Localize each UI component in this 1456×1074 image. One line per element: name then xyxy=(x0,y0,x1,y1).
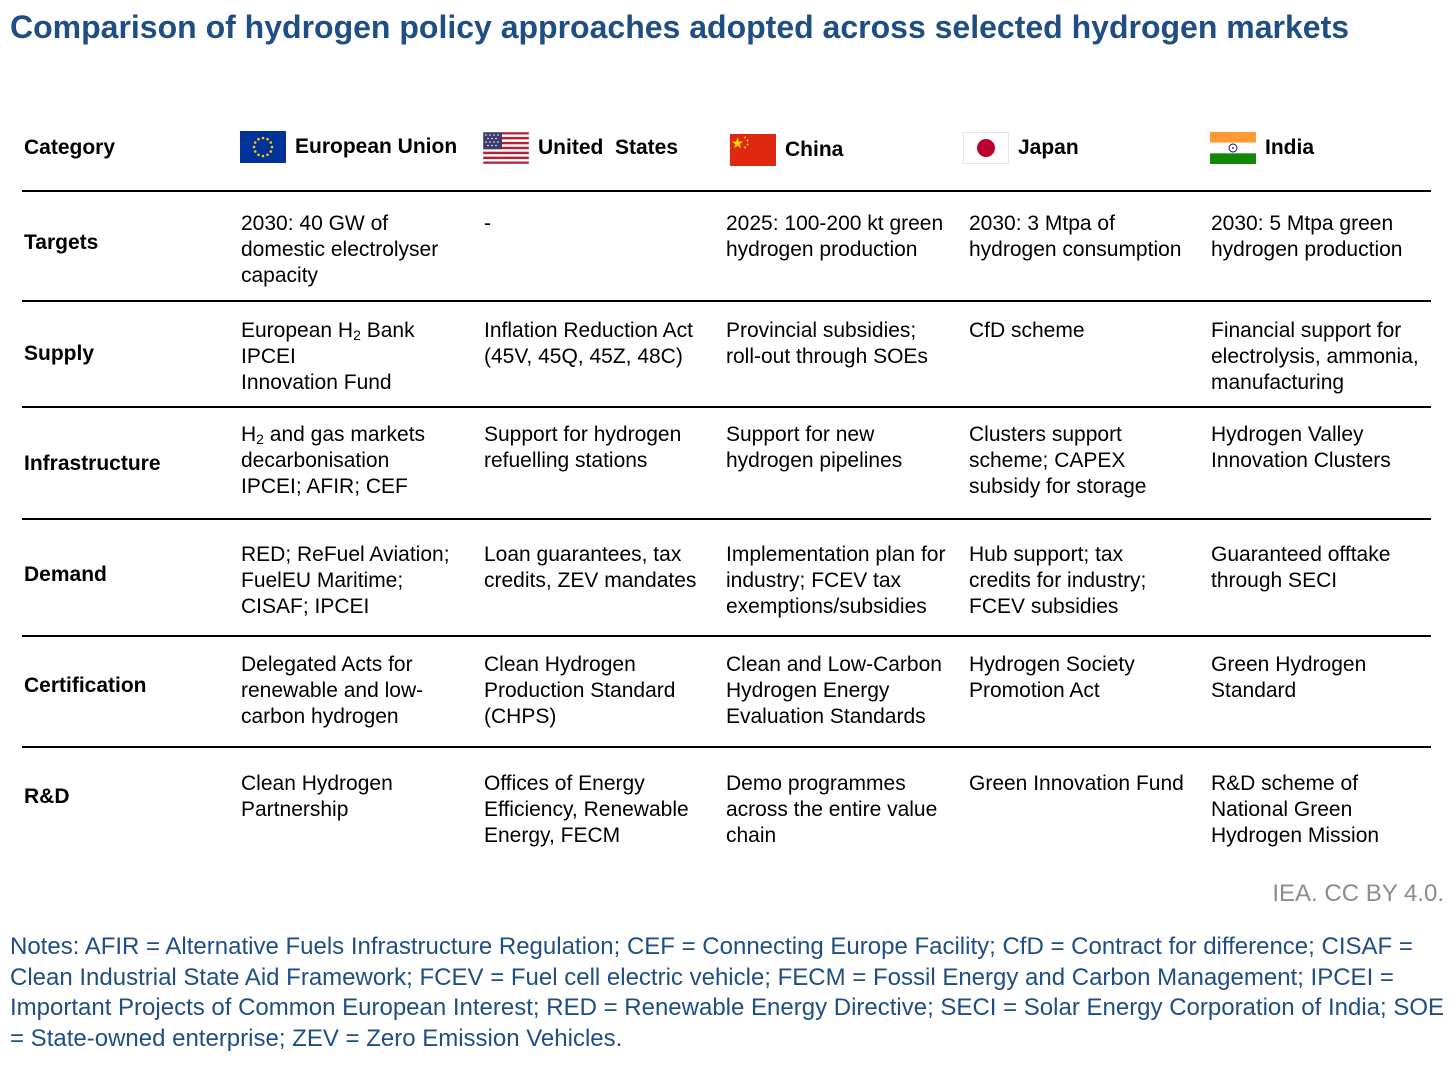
header-category-label: Category xyxy=(24,136,116,159)
cell-targets-japan: 2030: 3 Mtpa of hydrogen consumption xyxy=(969,212,1182,261)
cell-rnd-china: Demo programmes across the entire value ch… xyxy=(726,772,938,847)
header-china-label: China xyxy=(785,138,844,161)
cell-infrastructure-us: Support for hydrogen refuelling stations xyxy=(484,423,682,472)
cell-targets-eu: 2030: 40 GW of domestic electrolyser capac… xyxy=(241,212,439,287)
row-category-certification: Certification xyxy=(24,674,147,697)
cell-infrastructure-japan: Clusters support scheme; CAPEX subsidy for… xyxy=(969,423,1147,498)
cell-demand-us: Loan guarantees, tax credits, ZEV mandate… xyxy=(484,543,697,592)
header-japan-label: Japan xyxy=(1018,136,1079,159)
cell-demand-eu: RED; ReFuel Aviation; FuelEU Maritime; CIS… xyxy=(241,543,450,618)
cell-demand-japan: Hub support; tax credits for industry; FCE… xyxy=(969,543,1147,618)
cell-targets-us: - xyxy=(484,212,491,235)
header-china: China xyxy=(730,130,843,170)
cell-certification-eu: Delegated Acts for renewable and low-carb… xyxy=(241,653,424,728)
header-category: Category xyxy=(24,128,115,168)
row-category-demand: Demand xyxy=(24,563,107,586)
header-rule xyxy=(22,190,1431,192)
header-japan: Japan xyxy=(963,128,1079,168)
row-category-infrastructure: Infrastructure xyxy=(24,452,161,475)
cell-rnd-japan: Green Innovation Fund xyxy=(969,772,1184,795)
cell-supply-eu: European H2 Bank IPCEI Innovation Fund xyxy=(241,319,415,394)
india-flag-icon xyxy=(1210,132,1256,164)
cell-demand-india: Guaranteed offtake through SECI xyxy=(1211,543,1391,592)
header-us: United States xyxy=(483,128,678,168)
license-credit: IEA. CC BY 4.0. xyxy=(1272,880,1444,907)
cell-rnd-india: R&D scheme of National Green Hydrogen Miss… xyxy=(1211,772,1380,847)
cell-supply-us: Inflation Reduction Act (45V, 45Q, 45Z, 4… xyxy=(484,319,693,368)
us-flag-icon xyxy=(483,132,529,164)
row-category-rnd: R&D xyxy=(24,785,70,808)
cell-targets-india: 2030: 5 Mtpa green hydrogen production xyxy=(1211,212,1403,261)
row-divider xyxy=(22,746,1431,748)
cell-infrastructure-india: Hydrogen Valley Innovation Clusters xyxy=(1211,423,1391,472)
cell-certification-india: Green Hydrogen Standard xyxy=(1211,653,1367,702)
cell-supply-china: Provincial subsidies; roll-out through SO… xyxy=(726,319,928,368)
cell-certification-japan: Hydrogen Society Promotion Act xyxy=(969,653,1135,702)
eu-flag-icon xyxy=(240,131,286,163)
cell-infrastructure-eu: H2 and gas markets decarbonisation IPCEI; … xyxy=(241,423,426,498)
row-divider xyxy=(22,635,1431,637)
japan-flag-icon xyxy=(963,132,1009,164)
header-india-label: India xyxy=(1265,136,1315,159)
cell-targets-china: 2025: 100-200 kt green hydrogen productio… xyxy=(726,212,944,261)
row-divider xyxy=(22,518,1431,520)
cell-rnd-eu: Clean Hydrogen Partnership xyxy=(241,772,393,821)
cell-infrastructure-china: Support for new hydrogen pipelines xyxy=(726,423,903,472)
header-eu: European Union xyxy=(240,127,457,167)
row-divider xyxy=(22,406,1431,408)
row-category-supply: Supply xyxy=(24,342,95,365)
china-flag-icon xyxy=(730,134,776,166)
cell-certification-us: Clean Hydrogen Production Standard (CHPS) xyxy=(484,653,676,728)
footnotes: Notes: AFIR = Alternative Fuels Infrastr… xyxy=(10,933,1445,1052)
header-us-label: United States xyxy=(538,136,679,159)
cell-demand-china: Implementation plan for industry; FCEV ta… xyxy=(726,543,946,618)
header-india: India xyxy=(1210,128,1314,168)
row-category-targets: Targets xyxy=(24,231,99,254)
cell-rnd-us: Offices of Energy Efficiency, Renewable En… xyxy=(484,772,689,847)
cell-supply-india: Financial support for electrolysis, ammon… xyxy=(1211,319,1419,394)
row-divider xyxy=(22,300,1431,302)
page-title: Comparison of hydrogen policy approaches… xyxy=(10,9,1350,45)
header-eu-label: European Union xyxy=(295,135,458,158)
cell-certification-china: Clean and Low-Carbon Hydrogen Energy Evalu… xyxy=(726,653,942,728)
cell-supply-japan: CfD scheme xyxy=(969,319,1085,342)
